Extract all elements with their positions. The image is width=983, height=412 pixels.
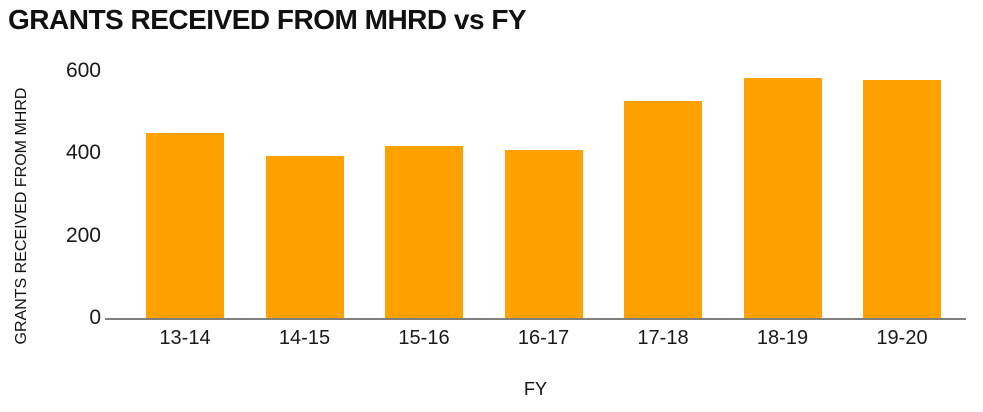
x-tick-label: 14-15: [278, 327, 331, 349]
y-axis-title: GRANTS RECEIVED FROM MHRD: [13, 87, 30, 345]
bars-container: [105, 71, 966, 318]
x-tick-label: 15-16: [398, 327, 450, 349]
bar-14-15: [265, 155, 344, 318]
x-tick-label: 17-18: [637, 327, 689, 349]
bar-19-20: [863, 80, 941, 318]
chart-title: GRANTS RECEIVED FROM MHRD vs FY: [8, 4, 527, 35]
x-tick-label: 16-17: [517, 327, 570, 349]
bar-17-18: [624, 100, 702, 318]
x-tick-label: 18-19: [756, 327, 809, 349]
x-tick-label: 19-20: [876, 327, 928, 349]
bar-16-17: [504, 150, 583, 318]
y-tick-label: 600: [65, 59, 101, 82]
y-tick-label: 200: [65, 223, 101, 247]
y-tick-label: 400: [65, 141, 101, 165]
x-tick-label: 13-14: [159, 327, 211, 349]
x-axis-tick-labels: 13-14 14-15 15-16 16-17 17-18 18-19 19-20: [105, 327, 966, 350]
bar-15-16: [385, 145, 463, 318]
x-axis-title: FY: [523, 379, 547, 399]
plot-area: [105, 71, 966, 320]
bar-13-14: [146, 132, 224, 318]
y-tick-label: 0: [89, 306, 101, 329]
bar-18-19: [743, 78, 822, 318]
